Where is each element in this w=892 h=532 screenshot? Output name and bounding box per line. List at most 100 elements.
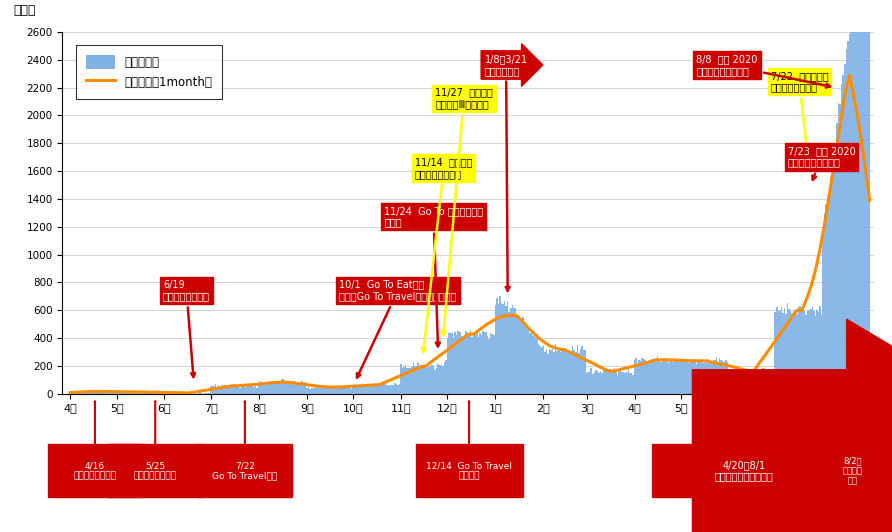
Bar — [374, 384, 376, 394]
Bar — [772, 378, 774, 394]
Bar — [136, 392, 137, 394]
Bar — [805, 315, 807, 394]
Bar — [397, 385, 399, 394]
Bar — [264, 381, 266, 394]
Bar — [762, 368, 764, 394]
Bar — [391, 385, 392, 394]
Text: 4/20〜8/1
まん延防止等重点措置: 4/20〜8/1 まん延防止等重点措置 — [714, 460, 773, 481]
Bar — [89, 392, 91, 394]
Bar — [756, 371, 757, 394]
Bar — [87, 391, 88, 394]
Bar — [377, 385, 378, 394]
Bar — [668, 363, 669, 394]
Bar — [498, 304, 500, 394]
Bar — [547, 354, 549, 394]
Bar — [705, 361, 706, 394]
Bar — [306, 388, 308, 394]
Bar — [82, 392, 83, 394]
Bar — [732, 372, 734, 394]
Bar — [320, 387, 321, 394]
Bar — [677, 360, 679, 394]
Bar — [251, 386, 252, 394]
Bar — [118, 392, 119, 394]
Bar — [131, 393, 133, 394]
Bar — [635, 359, 637, 394]
Bar — [315, 387, 317, 394]
Bar — [219, 387, 221, 394]
Bar — [211, 386, 213, 394]
Bar — [616, 376, 618, 394]
Bar — [738, 371, 739, 394]
Bar — [186, 393, 187, 394]
Bar — [535, 338, 536, 394]
Bar — [709, 363, 711, 394]
Bar — [827, 195, 829, 394]
Bar — [477, 337, 479, 394]
Bar — [360, 387, 361, 394]
Bar — [184, 393, 186, 394]
Bar — [417, 363, 419, 394]
Bar — [430, 365, 431, 394]
Bar — [110, 392, 112, 394]
Bar — [623, 372, 624, 394]
Bar — [249, 386, 251, 394]
Bar — [414, 365, 416, 394]
Bar — [152, 392, 153, 394]
Legend: 陽性患者数, 移動平均（1month）: 陽性患者数, 移動平均（1month） — [77, 45, 222, 98]
Bar — [822, 227, 824, 394]
Bar — [643, 359, 645, 394]
Bar — [354, 384, 355, 394]
Bar — [116, 392, 118, 394]
Bar — [657, 356, 658, 394]
Bar — [550, 350, 552, 394]
Bar — [289, 382, 291, 394]
Bar — [844, 64, 846, 394]
Bar — [765, 375, 767, 394]
Bar — [368, 384, 369, 394]
Bar — [768, 371, 770, 394]
Bar — [348, 388, 350, 394]
Bar — [787, 303, 789, 394]
Bar — [561, 348, 563, 394]
Bar — [582, 350, 584, 394]
Bar — [422, 365, 424, 394]
Bar — [784, 309, 785, 394]
Bar — [448, 333, 450, 394]
Bar — [744, 370, 745, 394]
Bar — [656, 360, 657, 394]
Bar — [726, 362, 728, 394]
Bar — [824, 213, 825, 394]
Bar — [523, 317, 524, 394]
Bar — [567, 352, 569, 394]
Bar — [564, 348, 566, 394]
Bar — [774, 312, 776, 394]
Bar — [76, 392, 77, 394]
Bar — [355, 385, 357, 394]
Bar — [801, 309, 802, 394]
Bar — [451, 332, 453, 394]
Bar — [525, 326, 527, 394]
Bar — [420, 365, 422, 394]
Bar — [688, 363, 690, 394]
Text: 11/14  神奈川県
医療アラート発出: 11/14 神奈川県 医療アラート発出 — [415, 157, 473, 352]
Bar — [628, 368, 629, 394]
Bar — [285, 383, 287, 394]
Bar — [700, 360, 702, 394]
Bar — [740, 369, 742, 394]
Bar — [493, 335, 494, 394]
Text: 8/2〜
緊急事態
措置: 8/2〜 緊急事態 措置 — [843, 456, 863, 486]
Bar — [580, 348, 582, 394]
Bar — [182, 393, 184, 394]
Bar — [154, 392, 156, 394]
Bar — [367, 385, 368, 394]
Bar — [419, 368, 420, 394]
Bar — [123, 392, 125, 394]
Bar — [331, 388, 332, 394]
Bar — [308, 386, 309, 394]
Bar — [652, 359, 654, 394]
Bar — [730, 371, 731, 394]
Text: 6/19
自粛委請一部解除: 6/19 自粛委請一部解除 — [163, 280, 210, 377]
Bar — [791, 313, 793, 394]
Text: 1/8～3/21
緊急事態措置: 1/8～3/21 緊急事態措置 — [484, 54, 528, 290]
Bar — [780, 307, 782, 394]
